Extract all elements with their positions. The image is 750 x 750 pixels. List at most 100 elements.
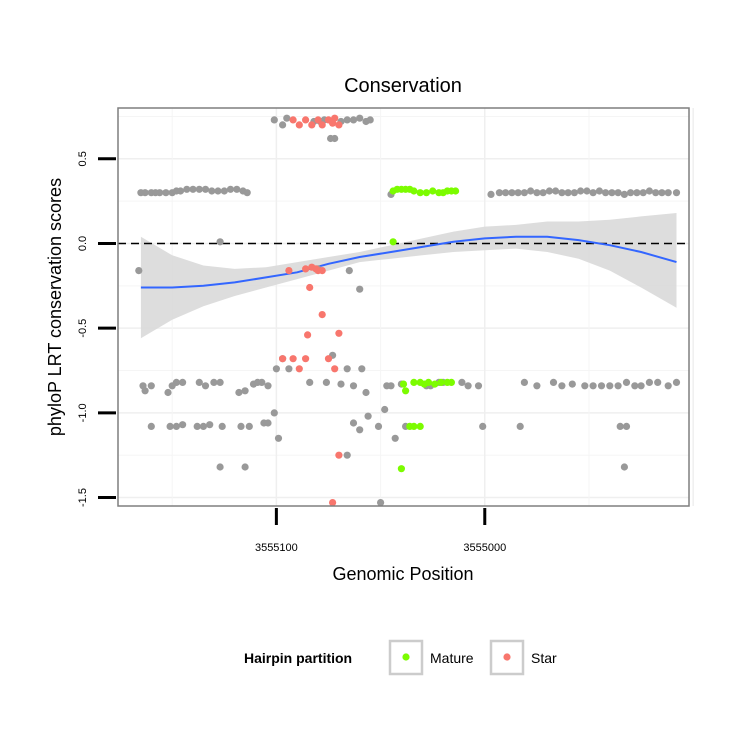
point-other <box>237 422 245 430</box>
point-star <box>289 355 297 363</box>
point-other <box>285 365 293 373</box>
point-mature <box>437 378 445 386</box>
point-other <box>533 189 541 197</box>
point-star <box>279 355 287 363</box>
point-mature <box>416 422 424 430</box>
point-other <box>241 387 249 395</box>
point-mature <box>410 187 418 195</box>
y-tick-label: -0.5 <box>77 319 89 338</box>
point-other <box>374 422 383 430</box>
point-other <box>270 409 278 417</box>
point-other <box>337 380 345 388</box>
point-mature <box>389 238 397 246</box>
point-star <box>302 265 310 273</box>
point-other <box>539 189 547 197</box>
point-star <box>335 451 343 459</box>
y-tick-label: 0.5 <box>77 151 89 166</box>
point-star <box>304 331 312 339</box>
point-other <box>514 189 522 197</box>
point-other <box>216 378 224 386</box>
y-tick-label: -1.5 <box>77 488 89 507</box>
point-mature <box>410 378 418 386</box>
point-other <box>343 451 351 459</box>
point-other <box>358 365 366 373</box>
chart-title: Conservation <box>344 75 462 97</box>
point-mature <box>429 187 437 195</box>
point-other <box>672 189 681 197</box>
point-other <box>179 421 187 429</box>
point-other <box>356 114 364 122</box>
point-mature <box>416 189 424 197</box>
point-other <box>193 422 201 430</box>
point-star <box>318 121 326 129</box>
point-star <box>289 116 297 124</box>
point-other <box>458 378 466 386</box>
point-other <box>218 422 226 430</box>
legend-dot-mature <box>402 653 410 661</box>
point-other <box>264 419 272 427</box>
point-other <box>156 189 164 197</box>
point-other <box>645 378 654 386</box>
point-other <box>235 388 243 397</box>
point-other <box>533 382 541 390</box>
point-star <box>331 365 339 373</box>
point-star <box>302 355 310 363</box>
point-other <box>274 434 283 442</box>
point-other <box>264 382 272 390</box>
point-other <box>141 387 149 395</box>
point-star <box>318 267 326 275</box>
point-other <box>464 382 472 390</box>
point-other <box>487 190 495 198</box>
point-other <box>176 187 185 195</box>
point-other <box>520 378 529 386</box>
point-other <box>216 238 224 246</box>
point-other <box>214 187 222 195</box>
point-star <box>302 116 310 124</box>
plot-area <box>117 107 694 507</box>
legend: Hairpin partition Mature Star <box>244 639 557 676</box>
point-mature <box>452 187 460 195</box>
point-star <box>314 116 322 124</box>
point-other <box>349 382 358 390</box>
point-other <box>664 382 672 390</box>
point-other <box>508 189 516 197</box>
point-other <box>141 189 149 197</box>
x-axis: 3555100 3555000 <box>255 508 506 554</box>
point-other <box>349 419 358 427</box>
legend-dot-star <box>503 653 511 661</box>
point-other <box>283 114 291 122</box>
point-other <box>349 116 358 124</box>
point-other <box>577 187 585 195</box>
point-mature <box>424 378 433 386</box>
point-mature <box>410 422 418 430</box>
x-tick-label: 3555000 <box>463 542 506 554</box>
point-other <box>658 189 666 197</box>
point-star <box>306 283 314 292</box>
point-other <box>201 382 210 390</box>
point-other <box>608 189 616 197</box>
point-other <box>362 388 370 397</box>
point-other <box>272 365 280 373</box>
point-mature <box>422 189 430 197</box>
point-other <box>258 378 266 386</box>
point-other <box>147 422 155 430</box>
legend-title: Hairpin partition <box>244 650 352 666</box>
point-other <box>233 185 241 193</box>
point-other <box>622 378 631 386</box>
point-star <box>329 499 337 507</box>
point-other <box>243 189 251 197</box>
legend-label-mature: Mature <box>430 650 474 666</box>
point-other <box>620 463 629 471</box>
x-axis-title: Genomic Position <box>332 564 473 584</box>
point-star <box>285 267 293 275</box>
point-other <box>377 499 385 507</box>
point-other <box>199 422 207 430</box>
point-star <box>295 365 303 373</box>
point-other <box>343 365 351 373</box>
point-mature <box>397 465 405 473</box>
point-star <box>295 121 303 129</box>
point-other <box>245 422 253 430</box>
point-mature <box>402 387 410 395</box>
point-other <box>364 412 372 420</box>
point-other <box>366 116 374 124</box>
